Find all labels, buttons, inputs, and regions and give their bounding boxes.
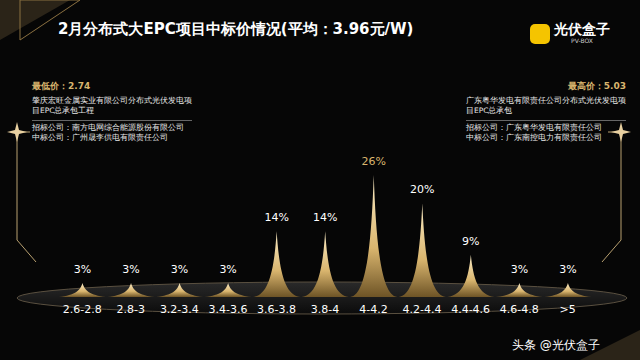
- svg-text:3.6-3.8: 3.6-3.8: [257, 303, 296, 316]
- html-text:中标公司：广东南控电力有限责任公司: 中标公司：广东南控电力有限责任公司: [466, 133, 602, 142]
- svg-text:14%: 14%: [264, 211, 288, 224]
- html-text:最低价：2.74: 最低价：2.74: [32, 81, 91, 91]
- svg-text:9%: 9%: [462, 235, 479, 248]
- svg-text:14%: 14%: [313, 211, 337, 224]
- svg-text:>5: >5: [560, 303, 576, 316]
- svg-text:26%: 26%: [362, 155, 386, 168]
- html-text:肇庆宏旺金属实业有限公司分布式光伏发电项目EPC总承包工程: 肇庆宏旺金属实业有限公司分布式光伏发电项目EPC总承包工程: [32, 96, 192, 115]
- svg-text:2.8-3: 2.8-3: [117, 303, 145, 316]
- svg-text:3%: 3%: [171, 263, 188, 276]
- html-text:中标公司：广州晟李供电有限责任公司: 中标公司：广州晟李供电有限责任公司: [32, 133, 168, 142]
- svg-text:3%: 3%: [219, 263, 236, 276]
- html-text:PV-BOX: PV-BOX: [571, 37, 593, 44]
- html-text:招标公司：南方电网综合能源股份有限公司: 招标公司：南方电网综合能源股份有限公司: [32, 123, 184, 132]
- html-text:广东粤华发电有限责任公司分布式光伏发电项目EPC总承包: 广东粤华发电有限责任公司分布式光伏发电项目EPC总承包: [466, 96, 626, 115]
- svg-text:4.4-4.6: 4.4-4.6: [451, 303, 490, 316]
- svg-text:3%: 3%: [559, 263, 576, 276]
- svg-text:4.6-4.8: 4.6-4.8: [500, 303, 539, 316]
- svg-text:3%: 3%: [511, 263, 528, 276]
- svg-text:3%: 3%: [122, 263, 139, 276]
- svg-text:3%: 3%: [74, 263, 91, 276]
- html-text:最高价：5.03: 最高价：5.03: [567, 81, 626, 91]
- svg-text:2.6-2.8: 2.6-2.8: [63, 303, 102, 316]
- svg-text:4.2-4.4: 4.2-4.4: [403, 303, 442, 316]
- svg-text:4-4.2: 4-4.2: [359, 303, 387, 316]
- svg-text:3.2-3.4: 3.2-3.4: [160, 303, 199, 316]
- html-text:2月分布式大EPC项目中标价情况(平均：3.96元/W): 2月分布式大EPC项目中标价情况(平均：3.96元/W): [58, 20, 414, 38]
- html-text:招标公司：广东粤华发电有限责任公司: 招标公司：广东粤华发电有限责任公司: [466, 123, 602, 132]
- svg-text:20%: 20%: [410, 183, 434, 196]
- html-text:光伏盒子: 光伏盒子: [554, 21, 610, 37]
- svg-text:3.8-4: 3.8-4: [311, 303, 339, 316]
- html-text:头条 @光伏盒子: 头条 @光伏盒子: [512, 338, 600, 352]
- svg-text:3.4-3.6: 3.4-3.6: [208, 303, 247, 316]
